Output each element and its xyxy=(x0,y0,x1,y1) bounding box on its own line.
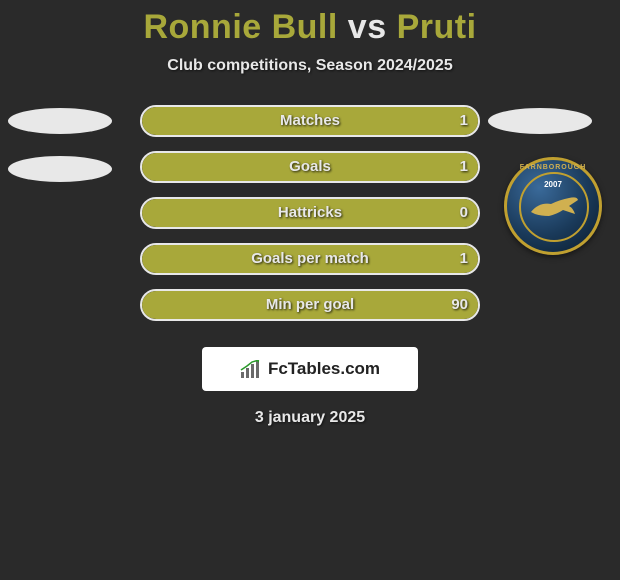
stat-row: Hattricks0 xyxy=(0,197,620,243)
stat-bar-fill xyxy=(142,153,478,181)
stat-row: Goals per match1 xyxy=(0,243,620,289)
player-ellipse-left xyxy=(8,156,112,182)
stat-bar xyxy=(140,243,480,275)
player-ellipse-right xyxy=(488,108,592,134)
bar-chart-icon xyxy=(240,360,262,378)
stat-bar xyxy=(140,197,480,229)
stat-row: Min per goal90 xyxy=(0,289,620,335)
subtitle: Club competitions, Season 2024/2025 xyxy=(0,57,620,75)
stats-area: FARNBOROUGH 2007 Matches1Goals1Hattricks… xyxy=(0,105,620,335)
logo-text: FcTables.com xyxy=(268,359,380,379)
stat-bar-fill xyxy=(142,245,478,273)
page-title: Ronnie Bull vs Pruti xyxy=(0,8,620,47)
date-label: 3 january 2025 xyxy=(0,409,620,427)
player-ellipse-left xyxy=(8,108,112,134)
stat-bar xyxy=(140,105,480,137)
stat-bar-fill xyxy=(142,107,478,135)
infographic-container: Ronnie Bull vs Pruti Club competitions, … xyxy=(0,0,620,427)
stat-bar-fill xyxy=(142,291,478,319)
stat-bar-fill xyxy=(142,199,478,227)
title-vs: vs xyxy=(348,8,387,46)
title-player2: Pruti xyxy=(397,8,477,46)
stat-bar xyxy=(140,151,480,183)
fctables-logo: FcTables.com xyxy=(202,347,418,391)
title-player1: Ronnie Bull xyxy=(143,8,337,46)
stat-bar xyxy=(140,289,480,321)
